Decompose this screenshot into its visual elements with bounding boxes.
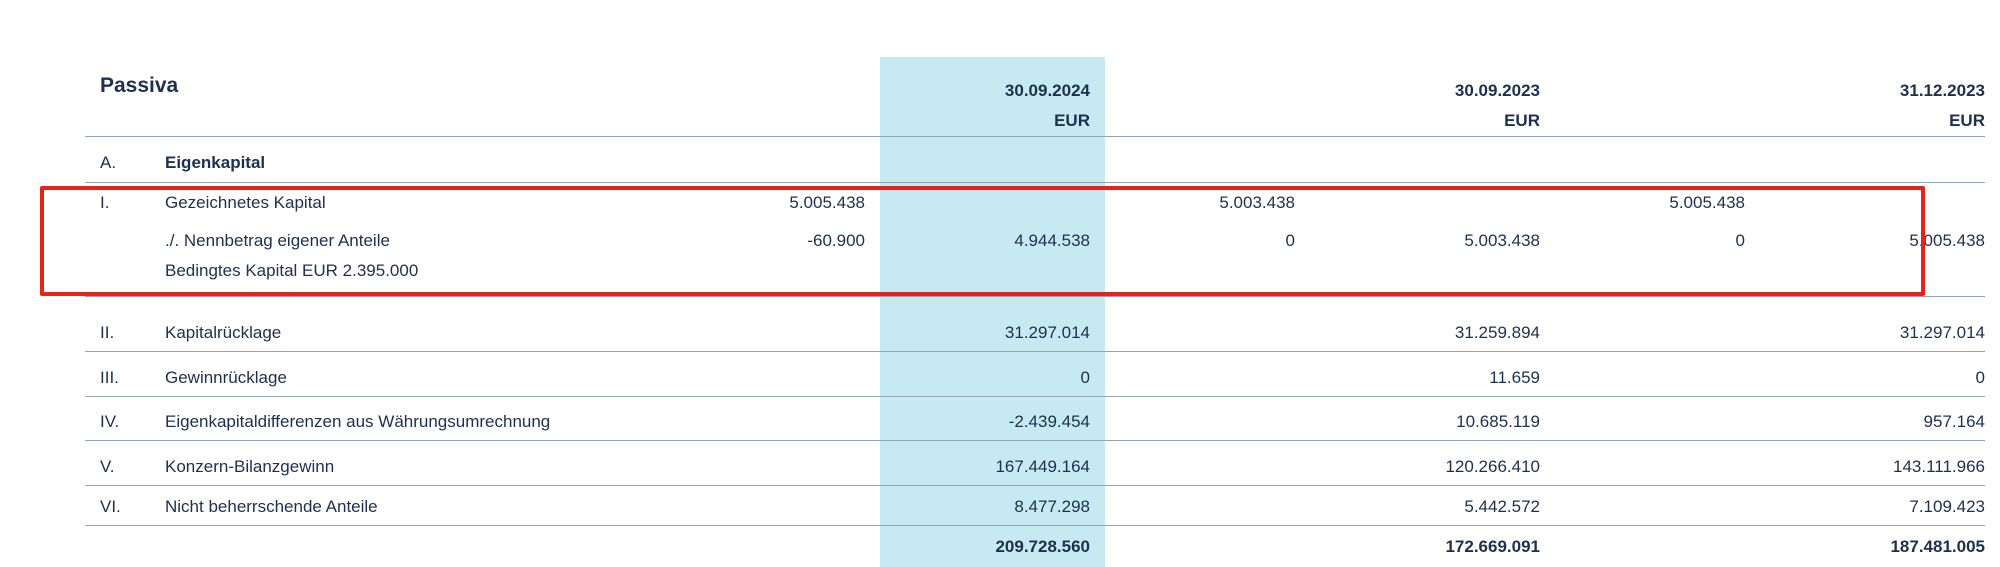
- column-date-30-09-2023: 30.09.2023: [1454, 81, 1540, 100]
- column-currency-30-09-2023: EUR: [1504, 111, 1540, 130]
- cell-30-09-2023: 31.259.894: [1454, 323, 1540, 342]
- cell-30-09-2024: -2.439.454: [1008, 412, 1090, 431]
- table-row-section-a: A. Eigenkapital: [85, 137, 1985, 183]
- cell-30-09-2023: 11.659: [1489, 368, 1540, 387]
- row-number: V.: [100, 457, 115, 476]
- table-row-item-v: V. Konzern-Bilanzgewinn 167.449.164 120.…: [85, 441, 1985, 486]
- cell-30-09-2023: 10.685.119: [1456, 412, 1540, 431]
- column-header-30-09-2024: 30.09.2024 EUR: [865, 50, 1090, 136]
- cell-30-09-2024: 167.449.164: [995, 457, 1090, 476]
- row-number: A.: [100, 153, 117, 172]
- table-total-row: 209.728.560 172.669.091 187.481.005: [85, 526, 1985, 567]
- cell-30-09-2024: 0: [1080, 368, 1090, 387]
- cell-31-12-2023: 143.111.966: [1892, 457, 1985, 476]
- item-i-line-1: I. Gezeichnetes Kapital 5.005.438 5.003.…: [85, 192, 1985, 214]
- table-row-item-i: I. Gezeichnetes Kapital 5.005.438 5.003.…: [85, 183, 1985, 297]
- row-number: IV.: [100, 412, 120, 431]
- cell-pre-30-09-2023: 0: [1285, 231, 1295, 250]
- column-header-31-12-2023: 31.12.2023 EUR: [1745, 50, 1985, 136]
- table-row-item-ii: II. Kapitalrücklage 31.297.014 31.259.89…: [85, 297, 1985, 352]
- table-row-item-iv: IV. Eigenkapitaldifferenzen aus Währungs…: [85, 397, 1985, 441]
- column-currency-30-09-2024: EUR: [1054, 111, 1090, 130]
- row-label: Nicht beherrschende Anteile: [165, 497, 378, 516]
- item-i-line-2: ./. Nennbetrag eigener Anteile -60.900 4…: [85, 230, 1985, 252]
- row-label: Konzern-Bilanzgewinn: [165, 457, 335, 476]
- row-label: Gezeichnetes Kapital: [165, 193, 326, 212]
- row-label: (Vorjahr: EUR 2.400.000): [150, 290, 720, 296]
- total-30-09-2023: 172.669.091: [1445, 537, 1540, 556]
- column-currency-31-12-2023: EUR: [1949, 111, 1985, 130]
- total-31-12-2023: 187.481.005: [1890, 537, 1985, 556]
- cell-30-09-2024: 31.297.014: [1004, 323, 1090, 342]
- cell-30-09-2023: 120.266.410: [1445, 457, 1540, 476]
- cell-pre-31-12-2023: 0: [1735, 231, 1745, 250]
- cell-31-12-2023: 5.005.438: [1909, 231, 1985, 250]
- table-row-item-vi: VI. Nicht beherrschende Anteile 8.477.29…: [85, 486, 1985, 526]
- cell-31-12-2023: 0: [1975, 368, 1985, 387]
- table-header-row: Passiva 30.09.2024 EUR 30.09.2023 EUR 31…: [85, 50, 1985, 137]
- cell-30-09-2024: 4.944.538: [1014, 231, 1090, 250]
- cell-30-09-2023: 5.442.572: [1464, 497, 1540, 516]
- row-label: Eigenkapital: [165, 153, 266, 172]
- column-date-31-12-2023: 31.12.2023: [1899, 81, 1985, 100]
- page-title: Passiva: [100, 74, 179, 97]
- highlight-column-band: [880, 57, 1105, 567]
- item-i-line-3: Bedingtes Kapital EUR 2.395.000: [85, 260, 1985, 282]
- passiva-table: Passiva 30.09.2024 EUR 30.09.2023 EUR 31…: [85, 50, 1985, 567]
- row-label: Eigenkapitaldifferenzen aus Währungsumre…: [165, 412, 551, 431]
- cell-31-12-2023: 957.164: [1923, 412, 1985, 431]
- item-i-line-4: (Vorjahr: EUR 2.400.000): [85, 290, 1985, 296]
- column-date-30-09-2024: 30.09.2024: [1004, 81, 1090, 100]
- cell-31-12-2023: 7.109.423: [1909, 497, 1985, 516]
- cell-30-09-2023: 5.003.438: [1464, 231, 1540, 250]
- cell-pre-31-12-2023: 5.005.438: [1669, 193, 1745, 212]
- row-label: Bedingtes Kapital EUR 2.395.000: [165, 261, 419, 280]
- row-number: VI.: [100, 497, 121, 516]
- cell-30-09-2024: 8.477.298: [1014, 497, 1090, 516]
- cell-31-12-2023: 31.297.014: [1899, 323, 1985, 342]
- row-number: I.: [100, 193, 110, 212]
- total-30-09-2024: 209.728.560: [995, 537, 1090, 556]
- row-label: Gewinnrücklage: [165, 368, 287, 387]
- table-row-item-iii: III. Gewinnrücklage 0 11.659 0: [85, 352, 1985, 397]
- row-label: Kapitalrücklage: [165, 323, 282, 342]
- row-number: II.: [100, 323, 115, 342]
- cell-pre-30-09-2024: -60.900: [807, 231, 865, 250]
- row-number: III.: [100, 368, 119, 387]
- column-header-30-09-2023: 30.09.2023 EUR: [1295, 50, 1540, 136]
- row-label: ./. Nennbetrag eigener Anteile: [165, 231, 390, 250]
- cell-pre-30-09-2023: 5.003.438: [1219, 193, 1295, 212]
- cell-pre-30-09-2024: 5.005.438: [789, 193, 865, 212]
